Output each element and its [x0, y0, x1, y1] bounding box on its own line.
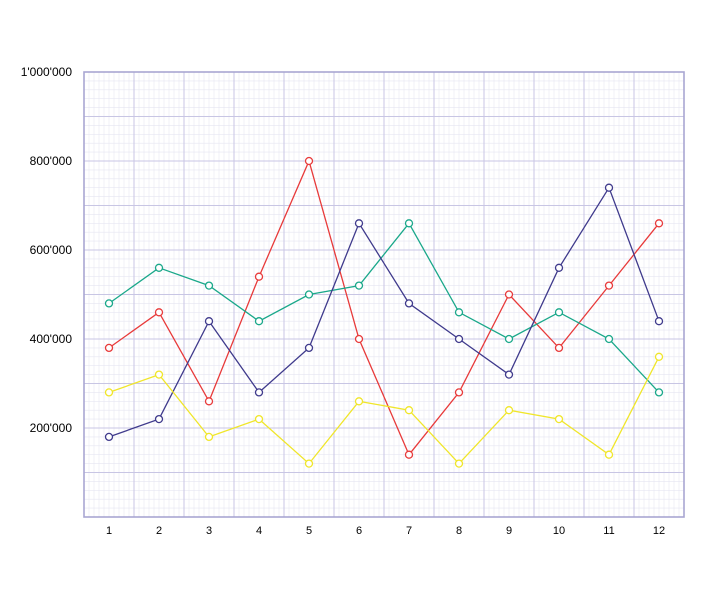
- x-tick-label: 1: [106, 525, 112, 537]
- data-point: [604, 281, 614, 290]
- x-tick-label: 12: [653, 525, 665, 537]
- data-point: [104, 343, 114, 353]
- x-tick-label: 6: [356, 525, 362, 537]
- series-line: [108, 222, 660, 393]
- data-point: [304, 290, 314, 299]
- data-point: [354, 334, 364, 344]
- series-1: [104, 156, 664, 459]
- y-tick-label: 800'000: [30, 154, 73, 168]
- data-point: [104, 432, 114, 442]
- data-point: [404, 406, 414, 415]
- data-point: [304, 156, 314, 166]
- data-point: [454, 308, 464, 317]
- data-point: [104, 299, 114, 308]
- major-grid: [84, 72, 684, 517]
- series-4: [104, 352, 664, 468]
- data-point: [604, 334, 614, 344]
- data-point: [354, 219, 364, 228]
- data-point: [604, 183, 614, 192]
- y-axis-tick-labels: 200'000 400'000 600'000 800'000 1'000'000: [21, 65, 73, 435]
- data-point: [154, 370, 164, 379]
- data-point: [304, 343, 314, 353]
- series-line: [108, 356, 660, 465]
- x-tick-label: 9: [506, 525, 512, 537]
- data-point: [204, 432, 214, 442]
- series-2: [104, 219, 664, 397]
- series-line: [108, 159, 660, 456]
- x-tick-label: 2: [156, 525, 162, 537]
- data-point: [654, 388, 664, 397]
- y-tick-label: 600'000: [30, 243, 73, 257]
- data-point: [454, 388, 464, 397]
- x-tick-label: 10: [553, 525, 565, 537]
- series-line: [108, 186, 660, 438]
- data-point: [204, 397, 214, 406]
- data-point: [254, 388, 264, 397]
- data-point: [254, 317, 264, 326]
- data-point: [504, 370, 514, 379]
- data-point: [554, 308, 564, 317]
- data-point: [554, 343, 564, 353]
- plot-frame: [83, 71, 685, 518]
- y-tick-label: 400'000: [30, 332, 73, 346]
- data-point: [554, 414, 564, 424]
- data-point: [404, 219, 414, 228]
- y-tick-label: 1'000'000: [21, 65, 73, 79]
- data-point: [504, 406, 514, 415]
- data-point: [254, 272, 264, 281]
- data-point: [454, 334, 464, 344]
- data-point: [554, 263, 564, 272]
- axes: [83, 71, 685, 518]
- data-point: [254, 414, 264, 424]
- series-3: [104, 183, 664, 442]
- x-tick-label: 3: [206, 525, 212, 537]
- y-tick-label: 200'000: [30, 421, 73, 435]
- data-point: [204, 281, 214, 290]
- data-point: [154, 308, 164, 317]
- data-point: [104, 388, 114, 397]
- data-point: [354, 397, 364, 406]
- data-point: [304, 459, 314, 468]
- data-point: [154, 414, 164, 424]
- x-tick-label: 5: [306, 525, 312, 537]
- data-point: [404, 450, 414, 459]
- data-point: [654, 219, 664, 228]
- data-point: [204, 317, 214, 326]
- x-axis-tick-labels: 1 2 3 4 5 6 7 8 9 10 11 12: [106, 525, 665, 537]
- data-point: [454, 459, 464, 468]
- data-point: [354, 281, 364, 290]
- data-point: [504, 334, 514, 344]
- x-tick-label: 4: [256, 525, 262, 537]
- series-layer: [104, 156, 664, 468]
- data-point: [154, 263, 164, 272]
- data-point: [604, 450, 614, 459]
- x-tick-label: 8: [456, 525, 462, 537]
- x-tick-label: 7: [406, 525, 412, 537]
- data-point: [504, 290, 514, 299]
- data-point: [654, 352, 664, 361]
- data-point: [654, 317, 664, 326]
- data-point: [404, 299, 414, 308]
- x-tick-label: 11: [603, 525, 614, 537]
